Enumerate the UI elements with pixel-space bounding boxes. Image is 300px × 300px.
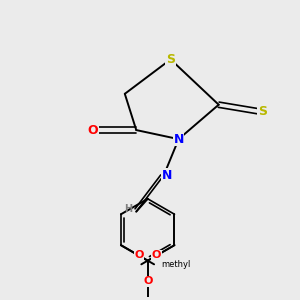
Text: N: N bbox=[173, 133, 184, 146]
Text: S: S bbox=[258, 105, 267, 119]
Text: H: H bbox=[124, 204, 132, 214]
Text: N: N bbox=[162, 169, 172, 182]
Text: methyl: methyl bbox=[161, 260, 191, 269]
Text: O: O bbox=[134, 250, 143, 260]
Text: O: O bbox=[143, 276, 152, 286]
Text: S: S bbox=[166, 53, 175, 66]
Text: O: O bbox=[152, 250, 161, 260]
Text: O: O bbox=[87, 124, 98, 136]
